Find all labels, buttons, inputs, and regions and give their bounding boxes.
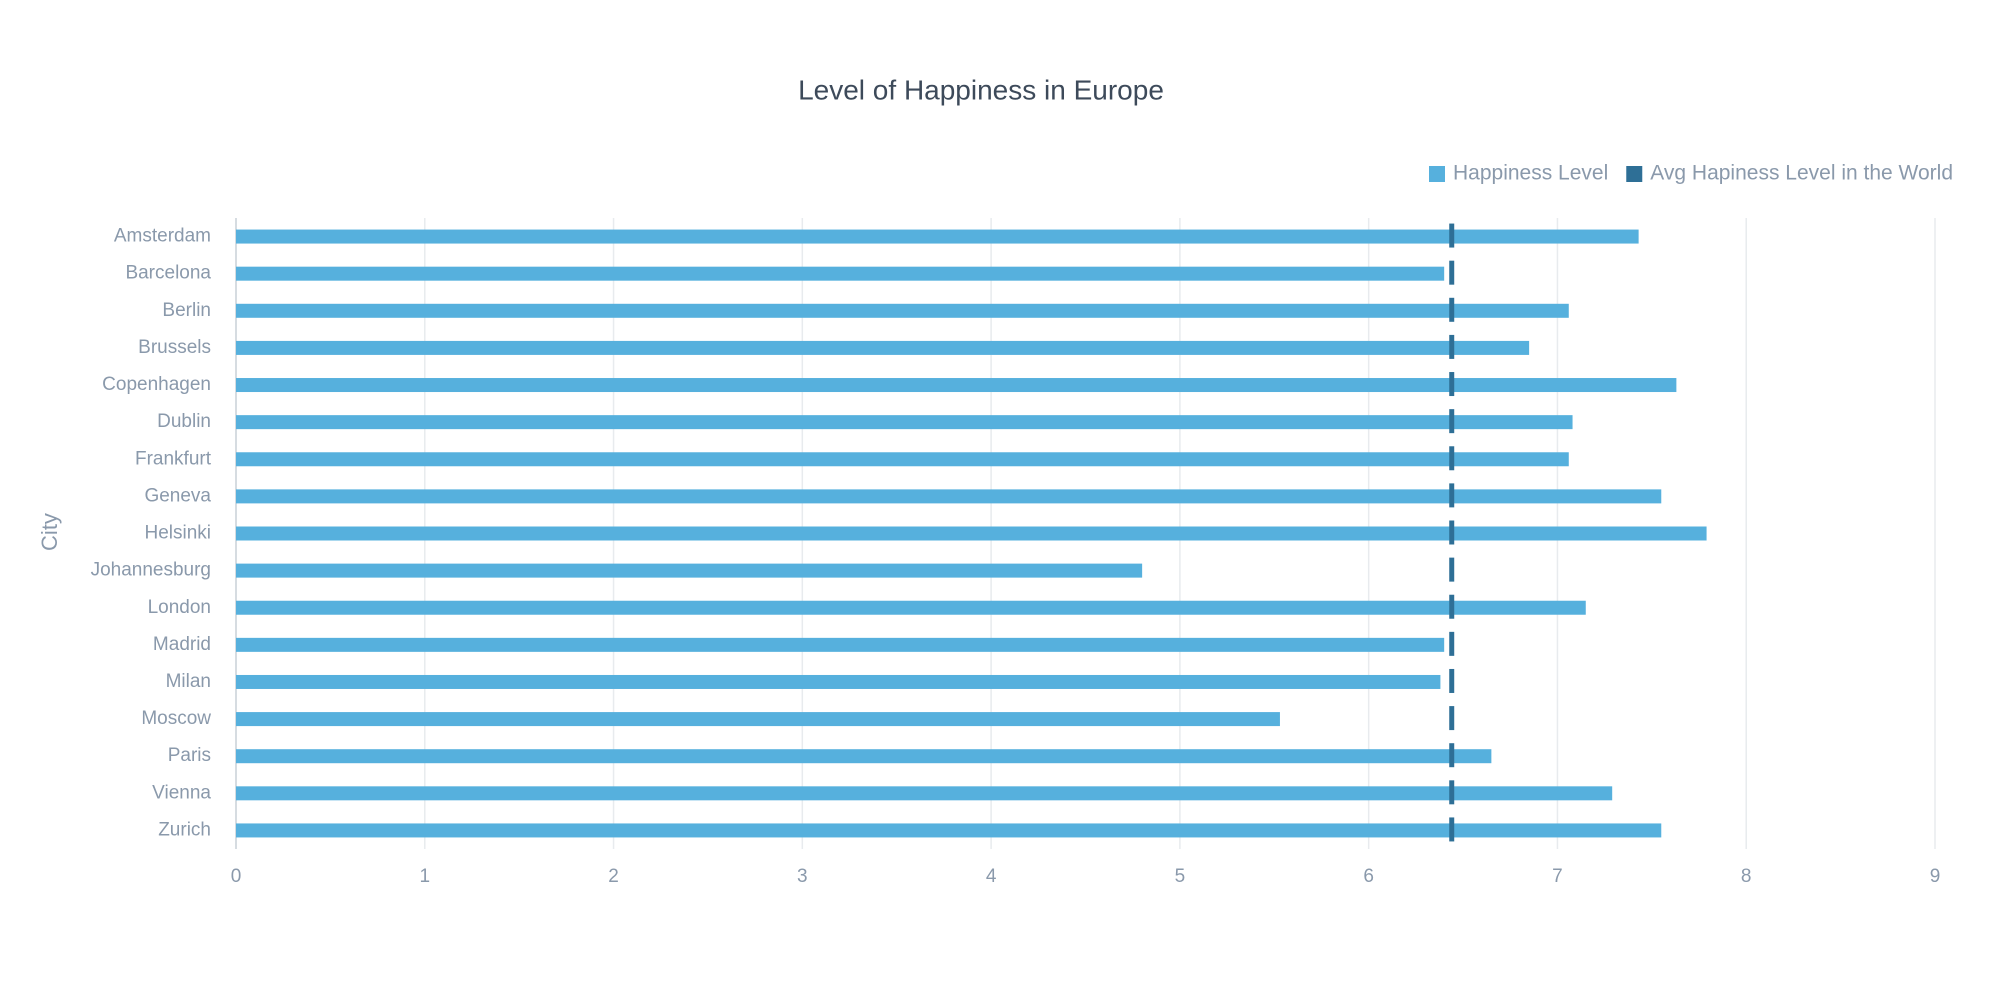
x-tick-label: 2 bbox=[608, 866, 619, 887]
y-tick-label: Barcelona bbox=[125, 263, 211, 284]
bar bbox=[236, 526, 1707, 541]
bar bbox=[236, 266, 1445, 281]
y-tick-label: Helsinki bbox=[144, 523, 211, 544]
y-tick-label: Copenhagen bbox=[102, 374, 211, 395]
bar bbox=[236, 563, 1143, 578]
x-tick-label: 5 bbox=[1175, 866, 1186, 887]
y-tick-label: Vienna bbox=[152, 782, 211, 803]
x-tick-label: 6 bbox=[1363, 866, 1374, 887]
y-tick-label: Geneva bbox=[144, 485, 211, 506]
y-tick-label: Milan bbox=[166, 671, 211, 692]
y-tick-label: Johannesburg bbox=[91, 560, 211, 581]
x-tick-label: 1 bbox=[419, 866, 430, 887]
legend-label: Happiness Level bbox=[1453, 162, 1608, 185]
legend-swatch bbox=[1429, 166, 1445, 182]
x-tick-label: 9 bbox=[1930, 866, 1941, 887]
y-tick-label: Dublin bbox=[157, 411, 211, 432]
bar bbox=[236, 229, 1639, 244]
bar bbox=[236, 415, 1573, 430]
x-tick-label: 0 bbox=[231, 866, 242, 887]
x-tick-label: 4 bbox=[986, 866, 997, 887]
bar bbox=[236, 303, 1569, 318]
x-tick-label: 7 bbox=[1552, 866, 1563, 887]
bar bbox=[236, 340, 1530, 355]
bar bbox=[236, 712, 1280, 727]
bar bbox=[236, 823, 1662, 838]
bar bbox=[236, 600, 1586, 615]
y-tick-label: Brussels bbox=[138, 337, 211, 358]
x-tick-label: 3 bbox=[797, 866, 808, 887]
bar bbox=[236, 637, 1445, 652]
y-tick-label: Berlin bbox=[162, 300, 211, 321]
bar bbox=[236, 378, 1677, 393]
y-tick-label: Madrid bbox=[153, 634, 211, 655]
x-tick-label: 8 bbox=[1741, 866, 1752, 887]
y-tick-label: Moscow bbox=[141, 708, 211, 729]
legend-swatch bbox=[1626, 166, 1643, 182]
y-axis-label: City bbox=[37, 513, 62, 551]
bar bbox=[236, 489, 1662, 504]
y-tick-label: Frankfurt bbox=[135, 448, 212, 469]
bar bbox=[236, 749, 1492, 764]
bar bbox=[236, 786, 1613, 801]
bar bbox=[236, 674, 1441, 689]
bar bbox=[236, 452, 1569, 467]
chart-title: Level of Happiness in Europe bbox=[798, 74, 1164, 105]
y-tick-label: Paris bbox=[168, 745, 211, 766]
y-tick-label: Zurich bbox=[158, 819, 211, 840]
y-tick-label: Amsterdam bbox=[114, 226, 211, 247]
y-tick-label: London bbox=[148, 597, 211, 618]
legend-label: Avg Hapiness Level in the World bbox=[1650, 162, 1953, 185]
